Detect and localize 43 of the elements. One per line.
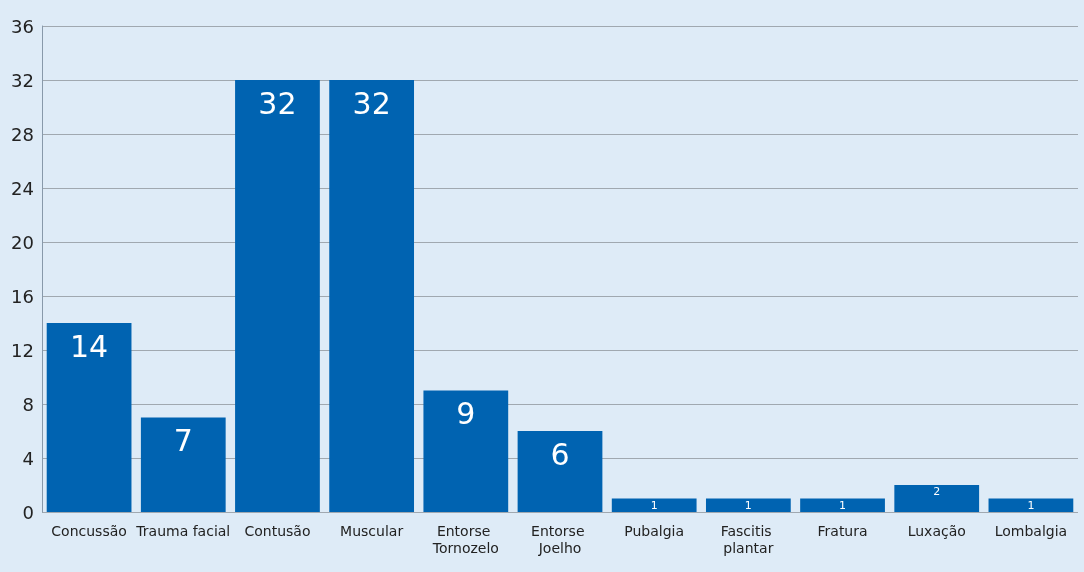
bar [329,80,415,512]
data-label: 32 [352,85,391,121]
y-tick-label: 36 [11,15,34,37]
x-tick-label: Entorse Tornozelo [431,522,499,556]
data-label: 32 [258,85,297,121]
bar [705,498,791,512]
x-tick-label: Luxação [907,522,966,539]
x-tick-label: Contusão [244,522,311,539]
bar [423,390,509,512]
bar [894,485,980,512]
data-label: 9 [456,396,476,431]
data-label: 1 [744,498,752,512]
y-tick-label: 28 [11,123,34,145]
bar [46,323,132,512]
data-label: 7 [173,423,193,458]
bar [235,80,320,512]
y-tick-label: 12 [11,339,34,361]
x-tick-label: Muscular [340,522,404,539]
y-tick-label: 16 [11,285,34,307]
data-label: 1 [650,498,658,512]
y-tick-label: 4 [22,447,34,469]
x-tick-label: Concussão [51,522,127,539]
y-tick-label: 8 [22,393,34,415]
x-tick-label: Entorse Joelho [531,522,589,556]
y-tick-label: 0 [22,501,34,523]
x-tick-label: Lombalgia [994,522,1068,539]
x-tick-label: Trauma facial [135,522,231,539]
bar [988,498,1074,512]
bar [800,498,885,512]
bar [611,498,697,512]
data-label: 14 [70,328,109,364]
bar [517,431,603,512]
y-tick-label: 20 [11,231,34,253]
data-label: 6 [550,436,570,472]
x-tick-label: Pubalgia [624,522,685,539]
y-tick-label: 32 [11,69,34,91]
data-label: 1 [1027,498,1035,512]
bar [140,417,226,512]
data-label: 2 [933,485,941,498]
data-label: 1 [839,498,847,512]
x-tick-label: Fascitis plantar [720,522,777,556]
x-tick-label: Fratura [817,522,868,539]
y-tick-label: 24 [11,177,34,199]
